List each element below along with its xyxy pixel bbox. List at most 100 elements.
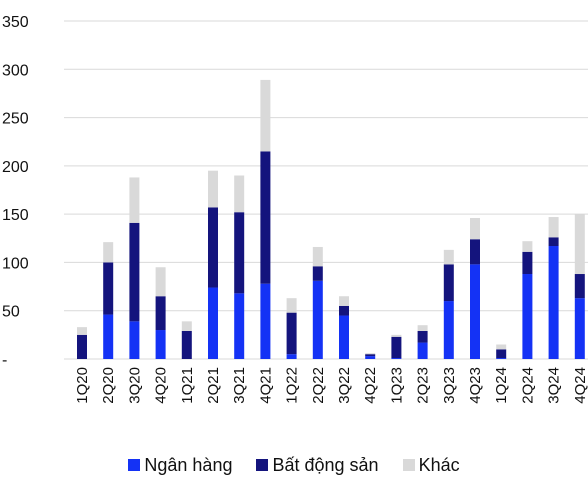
bar-2Q21-series-0 — [208, 287, 218, 359]
bar-3Q24-series-0 — [548, 246, 559, 359]
bar-3Q21-series-2 — [234, 175, 245, 213]
bar-1Q24-series-1 — [496, 349, 507, 359]
bar-2Q24-series-2 — [522, 241, 533, 252]
bar-1Q20-series-1 — [77, 334, 87, 359]
y-tick-label-0: - — [2, 352, 7, 369]
bar-1Q24-series-0 — [496, 358, 507, 359]
y-tick-label-100: 100 — [2, 255, 29, 272]
bar-4Q24-series-2 — [574, 214, 585, 275]
bar-4Q21-series-1 — [260, 151, 271, 284]
y-tick-label-200: 200 — [2, 159, 29, 176]
bar-1Q23-series-2 — [391, 334, 402, 337]
x-tick-label-3Q22: 3Q22 — [336, 367, 353, 404]
bar-3Q22-series-2 — [339, 296, 349, 306]
bar-1Q24-series-2 — [496, 344, 507, 350]
bar-1Q22-series-0 — [286, 354, 297, 359]
bar-4Q22-series-0 — [365, 356, 376, 359]
legend-item-bat-dong-san: Bất động sản — [256, 454, 379, 476]
legend-swatch-khac — [402, 459, 415, 471]
legend-label-ngan-hang: Ngân hàng — [144, 454, 233, 475]
y-tick-label-300: 300 — [2, 62, 29, 79]
bar-3Q20-series-2 — [129, 177, 140, 223]
bar-2Q24-series-0 — [522, 274, 533, 359]
bar-4Q20-series-2 — [155, 267, 166, 297]
legend-label-bat-dong-san: Bất động sản — [272, 454, 379, 475]
bars — [77, 79, 585, 359]
legend-swatch-ngan-hang — [128, 459, 141, 471]
bar-2Q20-series-2 — [103, 242, 114, 263]
y-tick-label-150: 150 — [2, 207, 29, 224]
bar-3Q23-series-2 — [443, 249, 454, 265]
bar-1Q23-series-0 — [391, 358, 402, 359]
x-tick-label-3Q23: 3Q23 — [441, 367, 458, 404]
bar-3Q20-series-0 — [129, 321, 140, 359]
x-tick-label-2Q21: 2Q21 — [205, 367, 222, 404]
bar-2Q23-series-1 — [417, 330, 428, 343]
legend-item-ngan-hang: Ngân hàng — [128, 455, 232, 476]
y-axis-ticks: - 50 100 150 200 250 300 350 — [2, 14, 29, 369]
bar-1Q21-series-2 — [181, 321, 192, 331]
x-tick-label-1Q21: 1Q21 — [179, 367, 196, 404]
bar-4Q23-series-0 — [470, 264, 480, 359]
bar-2Q21-series-1 — [208, 207, 218, 288]
bar-3Q20-series-1 — [129, 222, 140, 322]
bar-2Q22-series-0 — [312, 280, 323, 359]
legend: Ngân hàng Bất động sản Khác — [0, 452, 588, 478]
bar-3Q21-series-1 — [234, 212, 245, 294]
bar-3Q23-series-1 — [443, 264, 454, 302]
bar-4Q24-series-1 — [574, 274, 585, 299]
x-tick-label-4Q23: 4Q23 — [467, 367, 484, 404]
x-tick-label-2Q24: 2Q24 — [519, 367, 536, 404]
bar-2Q23-series-2 — [417, 325, 428, 331]
x-tick-label-3Q24: 3Q24 — [546, 367, 563, 404]
bar-4Q21-series-0 — [260, 283, 271, 359]
bar-1Q22-series-2 — [286, 298, 297, 313]
bar-2Q21-series-2 — [208, 170, 218, 208]
grid-lines — [64, 20, 588, 360]
bar-2Q20-series-1 — [103, 262, 114, 315]
bar-1Q20-series-2 — [77, 327, 87, 335]
x-tick-label-3Q20: 3Q20 — [126, 367, 143, 404]
bar-4Q23-series-2 — [470, 218, 480, 240]
x-tick-label-4Q21: 4Q21 — [257, 367, 274, 404]
x-tick-label-1Q23: 1Q23 — [388, 367, 405, 404]
x-tick-label-4Q24: 4Q24 — [572, 367, 588, 404]
bar-1Q22-series-1 — [286, 312, 297, 355]
bar-3Q23-series-0 — [443, 301, 454, 359]
bar-2Q20-series-0 — [103, 314, 114, 359]
bar-3Q24-series-2 — [548, 217, 559, 238]
x-tick-label-1Q20: 1Q20 — [74, 367, 91, 404]
legend-label-khac: Khác — [418, 454, 460, 475]
x-tick-label-1Q24: 1Q24 — [493, 367, 510, 404]
x-tick-label-4Q20: 4Q20 — [153, 367, 170, 404]
bar-4Q24-series-0 — [574, 298, 585, 359]
y-tick-label-350: 350 — [2, 14, 29, 31]
bar-4Q20-series-0 — [155, 330, 166, 359]
bar-3Q22-series-1 — [339, 305, 349, 316]
y-tick-label-250: 250 — [2, 111, 29, 128]
bar-2Q23-series-0 — [417, 342, 428, 359]
bar-4Q21-series-2 — [260, 79, 271, 152]
x-tick-label-4Q22: 4Q22 — [362, 367, 379, 404]
x-tick-label-2Q22: 2Q22 — [310, 367, 327, 404]
legend-item-khac: Khác — [402, 454, 460, 476]
bar-1Q23-series-1 — [391, 336, 402, 359]
y-tick-label-50: 50 — [2, 304, 20, 321]
bar-3Q21-series-0 — [234, 293, 245, 359]
bar-2Q22-series-2 — [312, 246, 323, 267]
bar-4Q22-series-2 — [365, 353, 376, 355]
x-axis-ticks: 1Q20 2Q20 3Q20 4Q20 1Q21 2Q21 3Q21 4Q21 1Q22 2Q22… — [74, 367, 588, 404]
x-tick-label-2Q20: 2Q20 — [100, 367, 117, 404]
x-tick-label-3Q21: 3Q21 — [231, 367, 248, 404]
bar-4Q23-series-1 — [470, 239, 480, 265]
bar-3Q22-series-0 — [339, 315, 349, 359]
x-tick-label-1Q22: 1Q22 — [284, 367, 301, 404]
bar-2Q22-series-1 — [312, 266, 323, 281]
x-tick-label-2Q23: 2Q23 — [415, 367, 432, 404]
bar-1Q21-series-1 — [181, 330, 192, 359]
bar-3Q24-series-1 — [548, 237, 559, 247]
bar-4Q22-series-1 — [365, 354, 376, 357]
bar-2Q24-series-1 — [522, 251, 533, 275]
legend-swatch-bat-dong-san — [256, 459, 269, 471]
